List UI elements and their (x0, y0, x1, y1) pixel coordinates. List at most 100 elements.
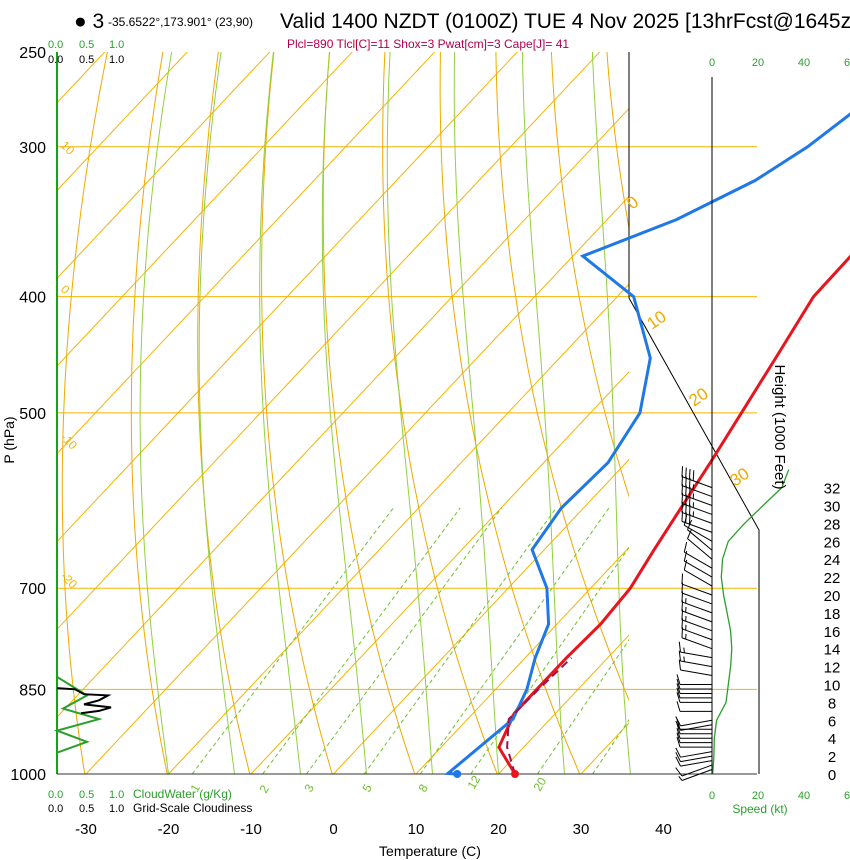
wind-barb-staff (681, 503, 713, 515)
wind-barb-staff (681, 520, 713, 533)
wind-barb (676, 728, 712, 739)
main-grid-clip (57, 52, 629, 774)
wind-barb-staff (684, 560, 713, 578)
wind-barb (681, 573, 713, 596)
wind-barb-staff (680, 760, 713, 767)
speed-tick-top: 0 (709, 57, 715, 69)
height-tick-label: 16 (824, 624, 841, 641)
sounding-profiles (443, 112, 850, 778)
isotherm-line (57, 52, 188, 192)
dry-adiabat-line (61, 52, 108, 774)
wind-barb-flag (683, 559, 688, 571)
wind-barb (675, 752, 713, 763)
temperature-tick-label: -30 (75, 821, 97, 838)
moist-adiabat-line (321, 52, 367, 774)
height-tick-label: 22 (824, 570, 841, 587)
dry-adiabat-line (495, 52, 629, 702)
wind-barb-flag (688, 468, 691, 480)
pressure-tick-label: 700 (19, 581, 46, 598)
moist-adiabat-line (522, 52, 565, 774)
height-tick-label: 12 (824, 660, 841, 677)
wind-barb-staff (680, 719, 713, 727)
wind-barb (683, 559, 713, 587)
dry-adiabat-line (382, 52, 498, 774)
moist-adiabat-line (259, 52, 301, 774)
wind-barb (676, 683, 712, 694)
isotherm-line (498, 634, 629, 774)
temperature-axis-title: Temperature (C) (379, 843, 481, 859)
wind-barb (678, 650, 713, 668)
cloudwater-legend-label: CloudWater (g/Kg) (133, 787, 232, 801)
height-tick-label: 14 (824, 642, 841, 659)
moist-adiabat-line (591, 52, 631, 774)
wind-barb-staff (681, 583, 713, 596)
wind-barb-flag (685, 467, 687, 479)
cloudwater-scale-bottom: 1.0 (109, 789, 124, 801)
mixing-ratio-label: 5 (359, 781, 375, 794)
wind-barb-staff (680, 669, 713, 677)
height-tick-label: 6 (828, 713, 836, 730)
temperature-tick-label: 40 (655, 821, 672, 838)
wind-barb-staff (681, 494, 713, 506)
wind-barb-staff (684, 551, 713, 569)
station-coordinates: -35.6522°,173.901° (23,90) (108, 15, 254, 29)
height-tick-label: 20 (824, 588, 841, 605)
wind-barb-staff (681, 485, 713, 498)
wind-barb-flag (676, 692, 681, 703)
isotherm-label: 10 (58, 138, 78, 158)
height-tick-label: 26 (824, 534, 841, 551)
wind-barb-flag (678, 641, 681, 653)
wind-barb-half-flag (683, 656, 685, 662)
wind-barb-flag (678, 650, 681, 662)
wind-barb-flag (683, 541, 688, 553)
wind-barb-flag (676, 732, 681, 743)
stability-parameters: Plcl=890 Tlcl[C]=11 Shox=3 Pwat[cm]=3 Ca… (287, 37, 570, 51)
station-number: 3 (92, 10, 105, 33)
isotherm-line (57, 52, 271, 279)
wind-barb-staff (687, 538, 713, 560)
wind-barb (681, 493, 713, 515)
cloudiness-scale-top: 0.0 (48, 54, 63, 66)
wind-barb (676, 737, 712, 748)
speed-tick-bottom: 6 (844, 790, 850, 802)
wind-barb-flag (681, 573, 684, 585)
wind-barb-staff (680, 651, 713, 659)
wind-barb-flag (676, 687, 681, 699)
cloudiness-legend-label: Grid-Scale Cloudiness (133, 801, 252, 815)
wind-barb (681, 466, 713, 489)
wind-barb (675, 747, 713, 758)
height-axis-title: Height (1000 Feet) (771, 364, 788, 489)
pressure-axis-title: P (hPa) (1, 416, 17, 463)
temperature-profile-line (497, 254, 850, 775)
isotherm-line (415, 546, 629, 774)
wind-barb-flag (683, 550, 688, 562)
wind-barb-flag (676, 728, 681, 739)
wind-barb-staff (681, 628, 713, 641)
temperature-tick-label: 10 (408, 821, 425, 838)
wind-barb-staff (680, 755, 713, 763)
cloudiness-scale-top: 1.0 (109, 54, 124, 66)
pressure-tick-label: 300 (19, 140, 46, 157)
isotherm-line (57, 52, 353, 367)
wind-barb-flag (692, 470, 695, 481)
wind-barb-staff (681, 592, 713, 605)
moist-adiabat-line (198, 52, 235, 774)
wind-barb (678, 769, 713, 781)
wind-barb-flag (681, 466, 684, 477)
wind-barb (687, 528, 713, 560)
cloudwater-scale-bottom: 0.5 (79, 789, 94, 801)
height-tick-label: 4 (828, 731, 836, 748)
temperature-tick-label: 30 (573, 821, 590, 838)
wind-barb-staff (680, 660, 713, 668)
wind-barb-flag (676, 674, 681, 685)
isotherm-label: 0 (58, 282, 73, 297)
wind-barb-half-flag (683, 647, 685, 653)
temperature-surface-marker (511, 770, 519, 778)
wind-barb-staff (687, 529, 713, 551)
dry-adiabat-line (197, 52, 251, 774)
cloudwater-scale-top: 0.5 (79, 39, 94, 51)
mixing-ratio-line (470, 546, 629, 774)
wind-barb (676, 732, 712, 744)
wind-barb (676, 692, 712, 703)
temperature-tick-label: -10 (240, 821, 262, 838)
